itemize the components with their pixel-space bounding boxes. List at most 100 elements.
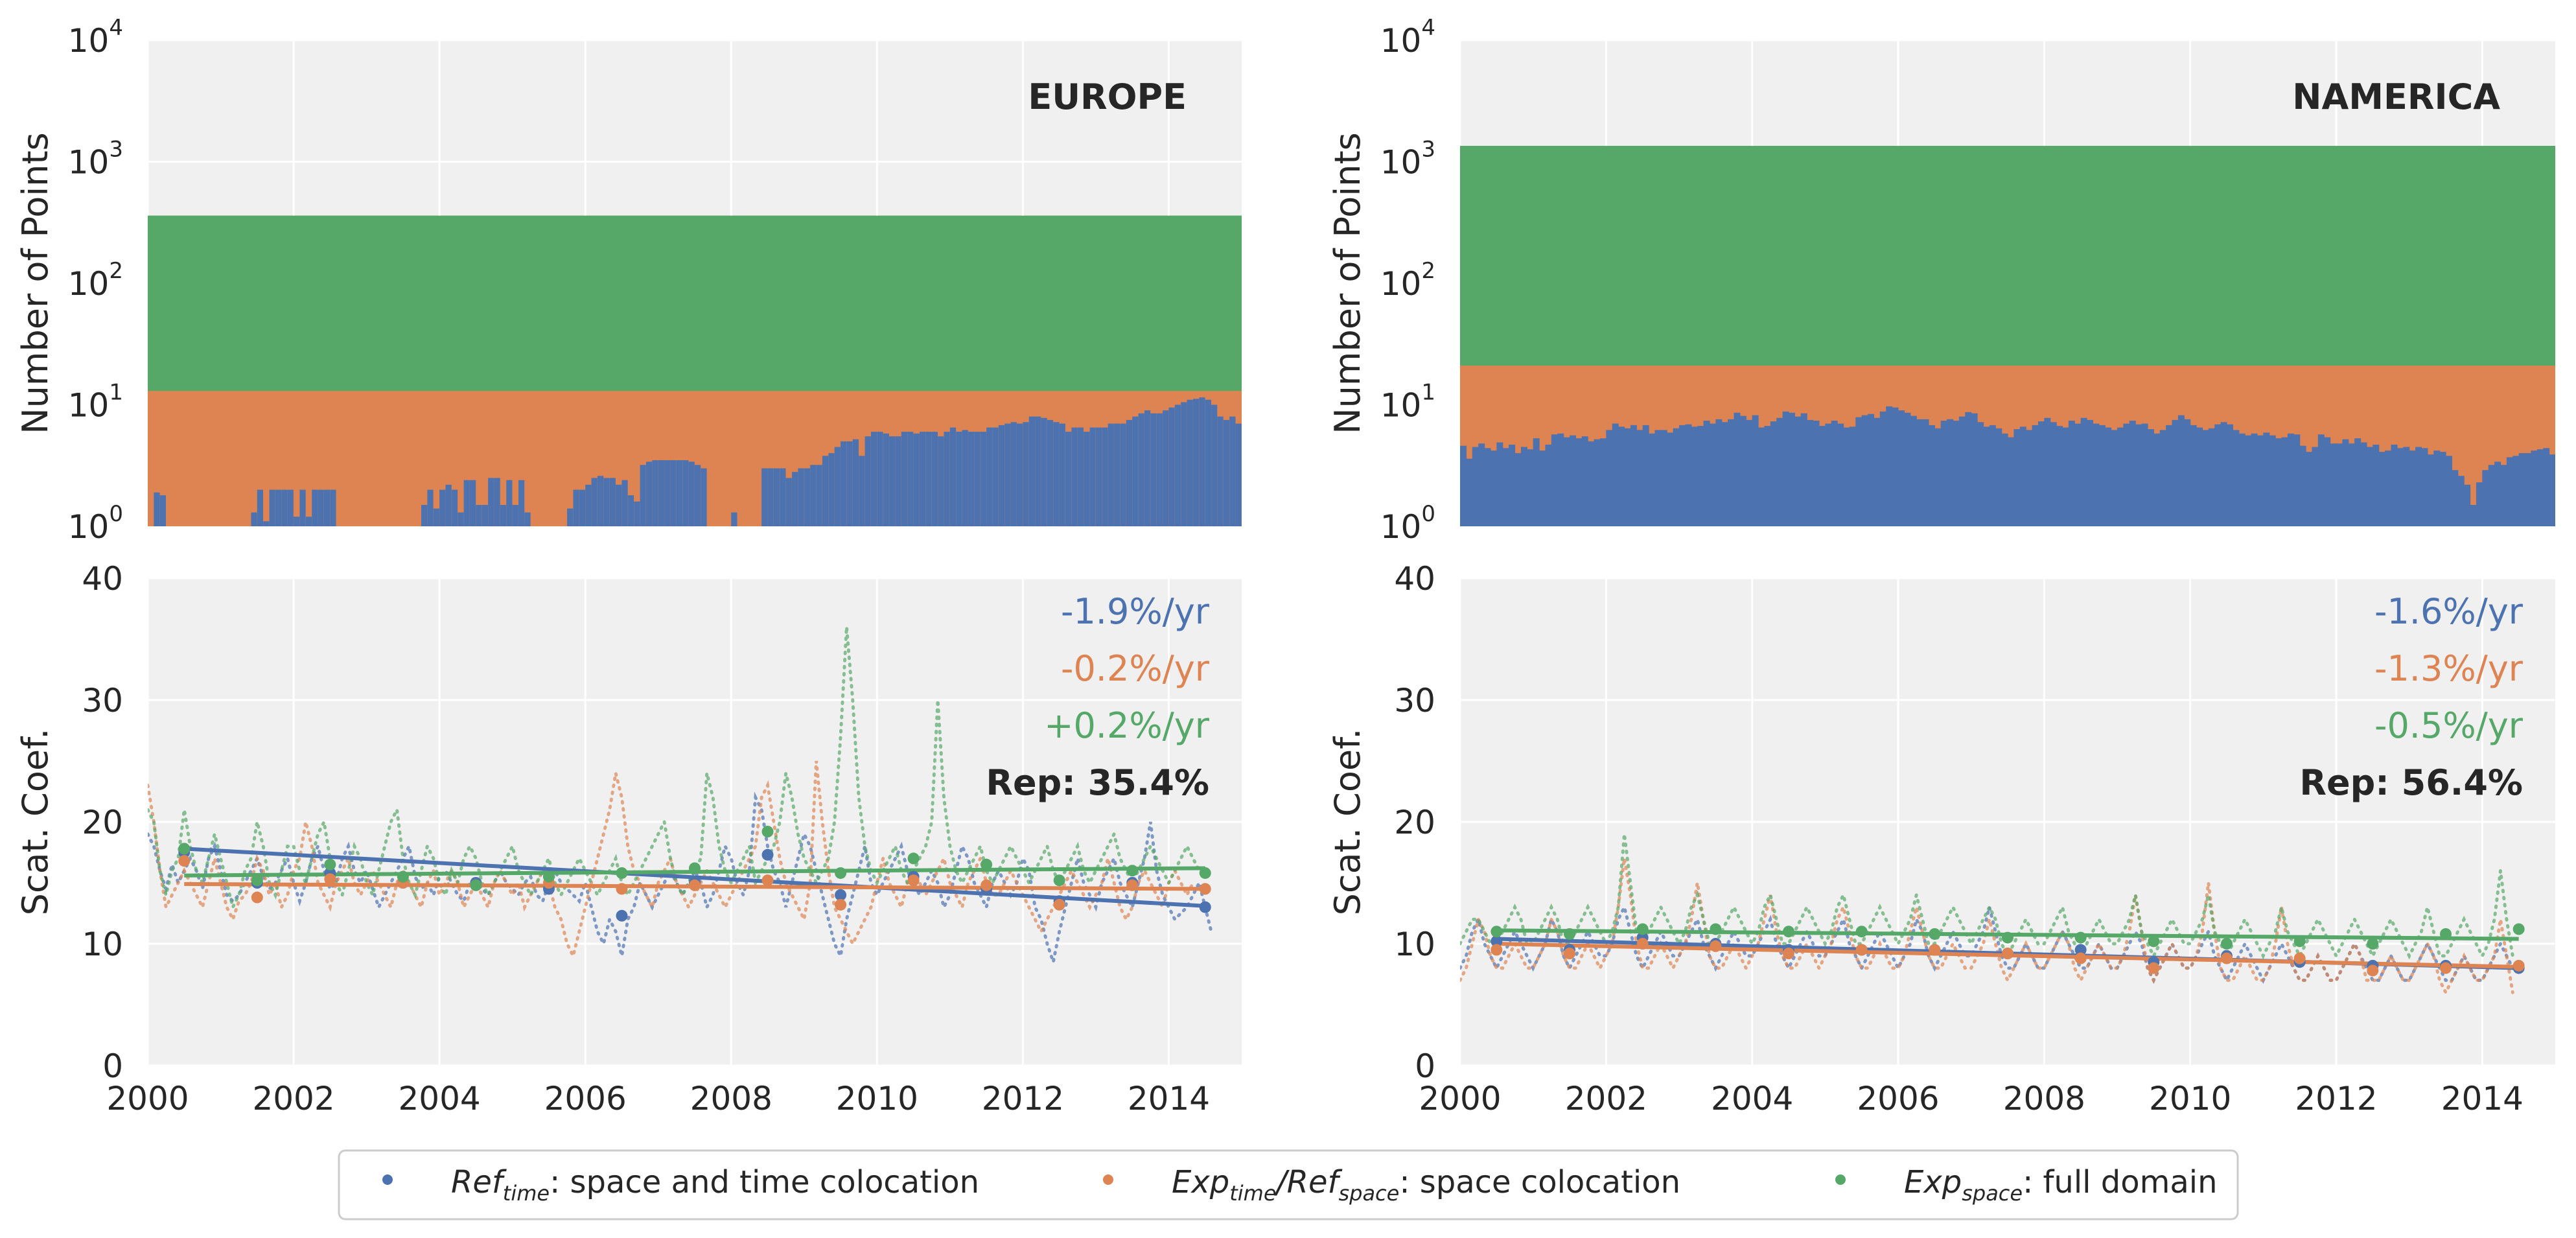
- ref-time-count-bar: [2044, 417, 2051, 526]
- ref-time-count-bar: [1247, 424, 1253, 526]
- ref-time-count-bar: [1199, 397, 1205, 526]
- exp-space-annual-point: [907, 852, 920, 865]
- legend-item-ref-time: Reftime: space and time colocation: [382, 1164, 979, 1206]
- ref-time-count-bar: [1886, 406, 1893, 526]
- ref-time-count-bar: [1229, 416, 1236, 526]
- y-tick-exponent: 3: [109, 137, 123, 163]
- ref-time-count-bar: [1533, 438, 1540, 526]
- ref-time-count-bar: [2518, 453, 2525, 526]
- ref-time-count-bar: [287, 489, 294, 526]
- y-tick-label: 101: [1380, 380, 1435, 425]
- ref-time-annual-point: [2074, 944, 2087, 956]
- ref-time-count-bar: [2452, 470, 2459, 526]
- y-tick-base: 10: [68, 265, 110, 303]
- exp-space-annual-point: [1855, 926, 1868, 938]
- ref-time-count-bar: [1321, 424, 1327, 526]
- ref-time-count-bar: [2233, 430, 2240, 526]
- ref-time-count-bar: [2427, 454, 2434, 526]
- plot-area: [1460, 578, 2555, 1066]
- ref-time-count-bar: [1673, 428, 1680, 526]
- exp-space-annual-point: [1636, 923, 1649, 935]
- ref-time-count-bar: [1108, 423, 1114, 526]
- ref-time-count-bar: [330, 489, 336, 526]
- ref-time-count-bar: [645, 461, 653, 526]
- exp-time-trend-label: -0.2%/yr: [1061, 648, 1210, 689]
- ref-time-count-bar: [2123, 423, 2130, 526]
- x-tick-label: 2008: [2003, 1080, 2085, 1117]
- exp-space-annual-point: [397, 870, 409, 883]
- ref-time-count-bar: [870, 432, 877, 526]
- exp-time-annual-point: [689, 879, 701, 891]
- ref-time-count-bar: [919, 432, 926, 526]
- ref-time-count-bar: [1649, 433, 1656, 526]
- ref-time-count-bar: [640, 465, 646, 526]
- ref-time-count-bar: [676, 460, 683, 526]
- legend-subscript: time: [503, 1181, 550, 1206]
- ref-time-count-bar: [1557, 433, 1564, 526]
- ref-time-count-bar: [1315, 428, 1321, 526]
- y-tick-base: 10: [1380, 508, 1422, 546]
- exp-space-annual-point: [2293, 935, 2306, 948]
- ref-time-count-bar: [1260, 417, 1266, 526]
- ref-time-count-bar: [634, 501, 640, 526]
- exp-time-annual-point: [1564, 948, 1575, 960]
- ref-time-count-bar: [263, 521, 270, 526]
- ref-time-count-bar: [1247, 424, 1253, 526]
- ref-time-count-bar: [2476, 482, 2483, 526]
- exp-space-annual-point: [689, 862, 701, 874]
- ref-time-count-bar: [986, 427, 993, 526]
- exp-space-annual-point: [1783, 926, 1794, 938]
- y-tick-base: 10: [1380, 22, 1422, 60]
- plot-area: [148, 578, 1242, 1066]
- ref-time-count-bar: [1977, 422, 1984, 526]
- ref-time-count-bar: [2360, 442, 2367, 526]
- ref-time-count-bar: [761, 468, 768, 526]
- ref-time-count-bar: [2068, 421, 2075, 526]
- exp-time-annual-point: [1710, 940, 1722, 952]
- ref-time-count-bar: [798, 468, 804, 526]
- ref-time-count-bar: [1563, 437, 1570, 526]
- legend-marker: [382, 1174, 393, 1185]
- exp-space-annual-point: [1199, 867, 1211, 879]
- x-tick-label: 2000: [1419, 1080, 1501, 1117]
- legend-label: Exptime/Refspace: space colocation: [1172, 1164, 1680, 1206]
- ref-time-count-bar: [1794, 416, 1802, 526]
- y-tick-base: 10: [68, 22, 110, 60]
- ref-time-count-bar: [1466, 458, 1473, 526]
- y-tick-base: 10: [1380, 387, 1422, 425]
- ref-time-count-bar: [1721, 422, 1728, 526]
- exp-time-annual-point: [2002, 948, 2013, 960]
- x-tick-label: 2008: [690, 1080, 772, 1117]
- ref-time-count-bar: [1624, 428, 1631, 526]
- exp-time-annual-point: [2293, 952, 2306, 964]
- ref-time-trend-label: -1.6%/yr: [2374, 591, 2524, 632]
- ref-time-count-bar: [2433, 450, 2441, 526]
- ref-time-count-bar: [512, 504, 518, 526]
- ref-time-count-bar: [1303, 432, 1308, 526]
- exp-space-annual-point: [616, 867, 628, 879]
- exp-time-annual-point: [1636, 938, 1649, 950]
- ref-time-count-bar: [938, 436, 944, 526]
- ref-time-count-bar: [1321, 424, 1327, 526]
- ref-time-count-bar: [1764, 426, 1771, 526]
- ref-time-count-bar: [1527, 449, 1534, 526]
- ref-time-count-bar: [500, 504, 507, 526]
- ref-time-count-bar: [1163, 410, 1169, 526]
- ref-time-count-bar: [1916, 419, 1923, 526]
- ref-time-count-bar: [312, 489, 318, 526]
- ref-time-count-bar: [1874, 417, 1881, 526]
- ref-time-count-bar: [2220, 422, 2227, 526]
- ref-time-count-bar: [949, 427, 957, 526]
- ref-time-count-bar: [1989, 425, 1996, 526]
- ref-time-count-bar: [1636, 430, 1643, 526]
- ref-time-count-bar: [2306, 452, 2313, 526]
- ref-time-count-bar: [281, 489, 288, 526]
- ref-time-count-bar: [992, 427, 999, 526]
- exp-time-annual-point: [324, 873, 336, 885]
- y-tick-label: 102: [68, 258, 123, 303]
- ref-time-count-bar: [1132, 416, 1139, 526]
- ref-time-count-bar: [913, 433, 920, 526]
- y-tick-exponent: 4: [109, 15, 123, 41]
- ref-time-count-bar: [2037, 421, 2045, 526]
